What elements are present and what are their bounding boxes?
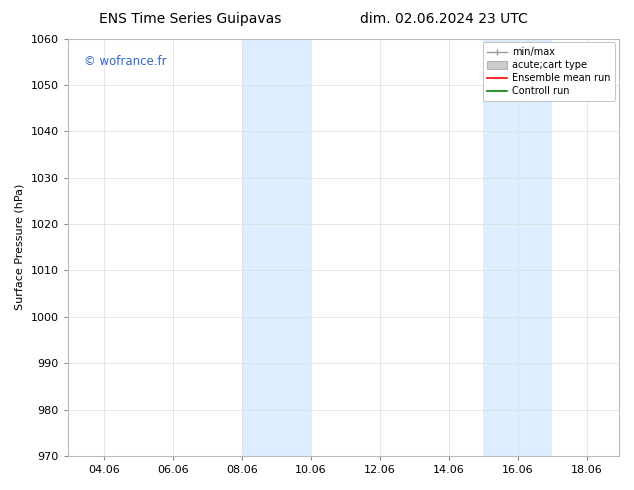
Bar [483, 39, 552, 456]
Text: ENS Time Series Guipavas: ENS Time Series Guipavas [99, 12, 281, 26]
Text: © wofrance.fr: © wofrance.fr [84, 55, 167, 68]
Bar [242, 39, 311, 456]
Legend: min/max, acute;cart type, Ensemble mean run, Controll run: min/max, acute;cart type, Ensemble mean … [482, 43, 615, 101]
Y-axis label: Surface Pressure (hPa): Surface Pressure (hPa) [15, 184, 25, 311]
Text: dim. 02.06.2024 23 UTC: dim. 02.06.2024 23 UTC [360, 12, 527, 26]
